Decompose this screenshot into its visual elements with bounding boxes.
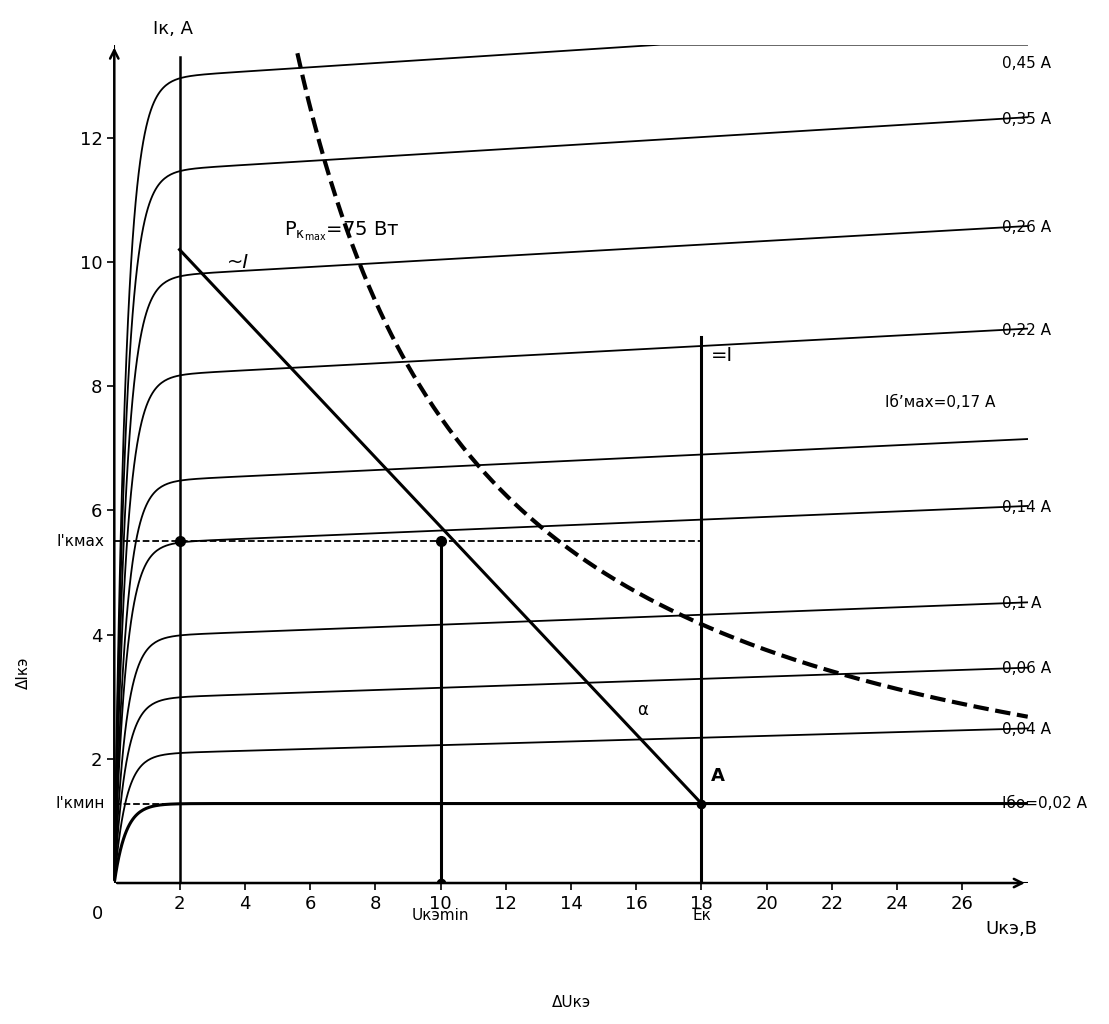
Text: Iб’мах=0,17 A: Iб’мах=0,17 A	[885, 394, 995, 410]
Text: 0,04 A: 0,04 A	[1001, 722, 1050, 737]
Text: 0,06 A: 0,06 A	[1001, 662, 1050, 676]
Text: Uкэmin: Uкэmin	[411, 908, 469, 923]
Text: ΔIкэ: ΔIкэ	[16, 656, 30, 689]
Text: =I: =I	[711, 346, 733, 365]
Text: 0,14 A: 0,14 A	[1001, 500, 1050, 515]
Text: A: A	[711, 767, 725, 785]
Text: 0,26 A: 0,26 A	[1001, 220, 1050, 236]
Text: α: α	[638, 701, 648, 720]
Text: ~I: ~I	[227, 253, 250, 271]
Text: 0,35 A: 0,35 A	[1001, 112, 1050, 127]
Text: I'кмин: I'кмин	[55, 796, 104, 811]
Text: Eк: Eк	[692, 908, 711, 923]
Text: Uкэ,В: Uкэ,В	[986, 921, 1037, 938]
Text: 0,45 A: 0,45 A	[1001, 55, 1050, 71]
Text: Iк, A: Iк, A	[153, 20, 193, 39]
Text: ΔUкэ: ΔUкэ	[551, 995, 591, 1010]
Text: P$\mathsf{_{\kappa_{max}}}$=75 Вт: P$\mathsf{_{\kappa_{max}}}$=75 Вт	[284, 219, 399, 243]
Text: Iбо=0,02 A: Iбо=0,02 A	[1001, 796, 1087, 811]
Text: 0: 0	[92, 905, 103, 923]
Text: 0,1 A: 0,1 A	[1001, 596, 1041, 611]
Text: 0,22 A: 0,22 A	[1001, 323, 1050, 338]
Text: I'кмax: I'кмax	[57, 534, 104, 549]
